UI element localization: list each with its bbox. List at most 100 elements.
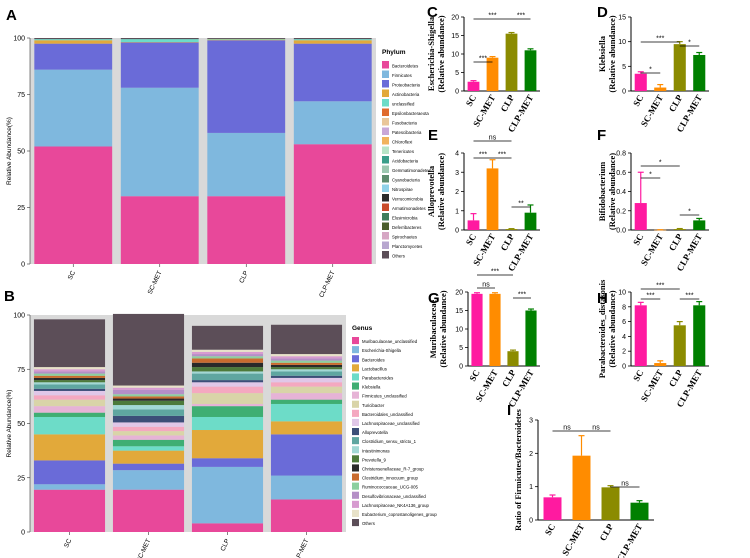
stack-segment	[270, 386, 343, 394]
bar	[634, 73, 647, 91]
panel-label: I	[507, 402, 511, 419]
panel-label: B	[4, 288, 15, 305]
stack-segment	[270, 403, 343, 422]
stack-segment	[33, 460, 106, 485]
significance-label: ns	[592, 425, 600, 432]
stack-segment	[112, 446, 185, 451]
bar	[601, 487, 620, 520]
y-tick-label: 50	[17, 421, 25, 428]
stack-segment	[270, 354, 343, 357]
stack-segment	[33, 406, 106, 413]
legend-label: Nitrospirae	[392, 187, 413, 192]
stack-segment	[191, 367, 264, 372]
x-tick-label: CLP-MET	[318, 270, 336, 299]
legend-swatch	[352, 473, 359, 481]
stack-segment	[33, 382, 106, 385]
y-tick-label: 0.0	[616, 228, 626, 235]
y-tick-label: 25	[17, 205, 25, 212]
stack-segment	[112, 422, 185, 427]
bar	[507, 351, 519, 366]
y-tick-label: 3	[455, 170, 459, 177]
legend-label: Armatimonadetes	[392, 206, 426, 211]
bar	[489, 293, 501, 366]
x-tick-label: SC	[63, 538, 73, 549]
legend-label: Clostridium_sensu_stricto_1	[362, 439, 417, 444]
stack-segment	[34, 40, 113, 44]
stack-segment	[34, 69, 113, 147]
legend-swatch	[352, 346, 359, 354]
stack-segment	[207, 38, 286, 40]
stack-segment	[33, 377, 106, 381]
stack-segment	[191, 356, 264, 359]
x-tick-label: CLP	[667, 93, 685, 114]
bar	[693, 220, 706, 230]
stack-segment	[270, 434, 343, 476]
y-tick-label: 100	[13, 36, 25, 43]
legend-label: Alloprevotella	[362, 430, 388, 435]
significance-label: ***	[498, 152, 506, 159]
stack-segment	[191, 466, 264, 524]
stack-segment	[112, 385, 185, 388]
panel-e: E 0 1 2 3 4 Alloprevotella (Relative abundance)…	[426, 127, 540, 273]
legend-label: Deferribacteres	[392, 225, 421, 230]
legend-swatch	[352, 337, 359, 345]
y-tick-label: 0	[459, 364, 463, 371]
stack-segment	[33, 384, 106, 389]
legend-swatch	[382, 241, 389, 249]
stack-segment	[207, 39, 286, 41]
y-tick-label: 50	[17, 149, 25, 156]
y-axis-label: Alloprevotella	[426, 165, 436, 217]
stack-segment	[270, 371, 343, 376]
y-tick-label: 0	[21, 262, 25, 269]
x-tick-label: CLP	[499, 232, 517, 253]
x-tick-label: CLP	[667, 232, 685, 253]
x-tick-label: SC	[464, 232, 478, 247]
legend-label: Cyanobacteria	[392, 178, 420, 183]
legend-label: unclassified	[392, 102, 415, 107]
y-axis-label: Klebsiella	[597, 35, 607, 72]
y-tick-label: 8	[622, 304, 626, 311]
stack-segment	[270, 399, 343, 404]
stack-segment	[191, 362, 264, 368]
legend-swatch	[382, 222, 389, 230]
y-axis-label: Muribaculaceae	[428, 300, 438, 359]
significance-label: *	[659, 160, 662, 167]
significance-label: *	[649, 67, 652, 74]
legend-swatch	[352, 364, 359, 372]
y-axis-label: Ratio of Firmicutes/Bacteroidetes	[513, 408, 523, 530]
stack-segment	[33, 371, 106, 374]
stack-segment	[191, 523, 264, 532]
stack-segment	[34, 146, 113, 264]
y-tick-label: 4	[455, 151, 459, 158]
y-tick-label: 2	[622, 349, 626, 356]
y-tick-label: 5	[459, 345, 463, 352]
legend-label: Epsilonbacteraeota	[392, 111, 429, 116]
bar	[673, 325, 686, 366]
legend-swatch	[382, 165, 389, 173]
y-tick-label: 0	[622, 89, 626, 96]
stack-segment	[270, 382, 343, 387]
y-axis-label: (Relative abundance)	[436, 153, 446, 230]
legend-swatch	[352, 500, 359, 508]
legend-label: Klebsiella	[362, 385, 381, 390]
stack-segment	[33, 380, 106, 383]
significance-label: ns	[563, 425, 571, 432]
stack-segment	[293, 144, 372, 264]
legend-swatch	[352, 437, 359, 445]
legend-label: Christensenellaceae_R-7_group	[362, 467, 424, 472]
stack-segment	[270, 362, 343, 365]
y-tick-label: 10	[451, 52, 459, 59]
stack-segment	[293, 101, 372, 145]
legend-label: Ruminococcaceae_UCG-005	[362, 485, 418, 490]
stack-segment	[191, 325, 264, 350]
significance-label: ns	[482, 282, 490, 289]
bar	[654, 363, 667, 366]
legend-label: Clostridium_innocuum_group	[362, 476, 418, 481]
stack-segment	[191, 458, 264, 467]
stack-segment	[191, 403, 264, 407]
legend-label: Bacteroidetes	[392, 64, 418, 69]
y-axis-label: (Relative abundance)	[438, 290, 448, 367]
stack-segment	[207, 38, 286, 39]
significance-label: ***	[488, 13, 496, 20]
stack-segment	[191, 393, 264, 404]
